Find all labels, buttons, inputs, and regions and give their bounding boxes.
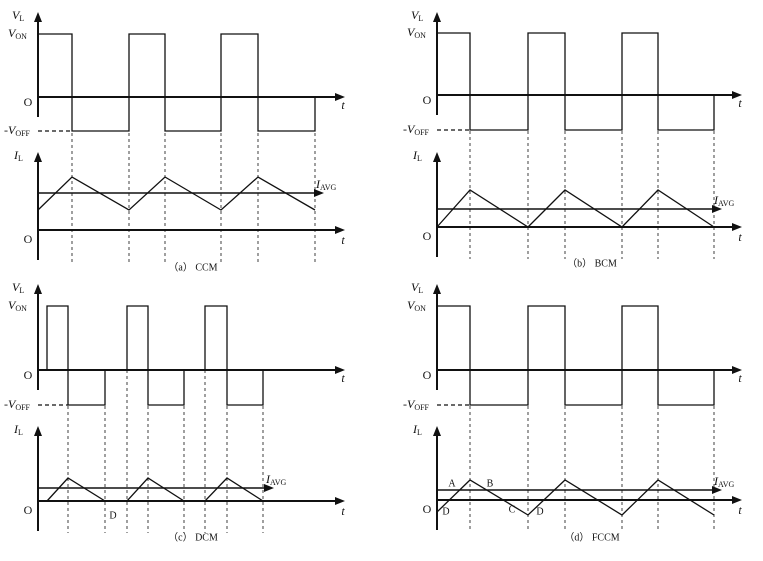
arrow-head xyxy=(335,226,345,234)
current-label: IL xyxy=(412,422,422,437)
time-label: t xyxy=(341,233,345,247)
arrow-head xyxy=(732,496,742,504)
point-label: C xyxy=(509,504,516,515)
iavg-label: IAVG xyxy=(265,472,287,487)
von-label: VON xyxy=(8,26,27,41)
iavg-label: IAVG xyxy=(315,177,337,192)
voltage-label: VL xyxy=(12,280,24,295)
current-waveform xyxy=(436,189,715,228)
origin-label: O xyxy=(24,95,33,109)
current-label: IL xyxy=(412,148,422,163)
caption: （b） BCM xyxy=(567,257,617,269)
time-label: t xyxy=(341,504,345,518)
voltage-waveform xyxy=(437,32,715,131)
arrow-head xyxy=(732,223,742,231)
arrow-head xyxy=(712,486,722,494)
point-label: B xyxy=(487,478,494,489)
current-label: IL xyxy=(13,422,23,437)
time-label: t xyxy=(738,503,742,517)
arrow-head xyxy=(314,189,324,197)
arrow-head xyxy=(34,426,42,436)
arrow-head xyxy=(335,497,345,505)
time-label: t xyxy=(341,371,345,385)
arrow-head xyxy=(732,91,742,99)
origin-label: O xyxy=(423,93,432,107)
arrow-head xyxy=(34,152,42,162)
voltage-label: VL xyxy=(411,280,423,295)
voff-label: -VOFF xyxy=(4,397,31,412)
iavg-label: IAVG xyxy=(713,474,735,489)
origin-label: O xyxy=(24,368,33,382)
voff-label: -VOFF xyxy=(403,122,430,137)
point-label: D xyxy=(536,506,543,517)
arrow-head xyxy=(732,366,742,374)
arrow-head xyxy=(34,284,42,294)
origin-label: O xyxy=(423,502,432,516)
point-label: D xyxy=(109,510,116,521)
origin-label: O xyxy=(24,503,33,517)
iavg-label: IAVG xyxy=(713,193,735,208)
caption: （d） FCCM xyxy=(564,531,619,543)
voltage-label: VL xyxy=(12,8,24,23)
arrow-head xyxy=(433,12,441,22)
current-waveform xyxy=(46,477,264,502)
von-label: VON xyxy=(8,298,27,313)
voff-label: -VOFF xyxy=(4,123,31,138)
arrow-head xyxy=(335,366,345,374)
caption: （a） CCM xyxy=(168,261,217,273)
point-label: A xyxy=(448,478,456,489)
current-waveform xyxy=(436,479,715,516)
arrow-head xyxy=(335,93,345,101)
point-label: D xyxy=(442,506,449,517)
time-label: t xyxy=(738,230,742,244)
von-label: VON xyxy=(407,298,426,313)
arrow-head xyxy=(712,205,722,213)
voltage-label: VL xyxy=(411,8,423,23)
current-label: IL xyxy=(13,148,23,163)
origin-label: O xyxy=(24,232,33,246)
voff-label: -VOFF xyxy=(403,397,430,412)
origin-label: O xyxy=(423,229,432,243)
time-label: t xyxy=(738,96,742,110)
time-label: t xyxy=(738,371,742,385)
voltage-waveform xyxy=(437,305,715,406)
arrow-head xyxy=(34,12,42,22)
voltage-waveform xyxy=(46,305,264,406)
arrow-head xyxy=(433,152,441,162)
von-label: VON xyxy=(407,25,426,40)
arrow-head xyxy=(433,426,441,436)
caption: （c） DCM xyxy=(168,531,218,543)
time-label: t xyxy=(341,98,345,112)
arrow-head xyxy=(264,484,274,492)
origin-label: O xyxy=(423,368,432,382)
arrow-head xyxy=(433,284,441,294)
voltage-waveform xyxy=(38,33,316,132)
